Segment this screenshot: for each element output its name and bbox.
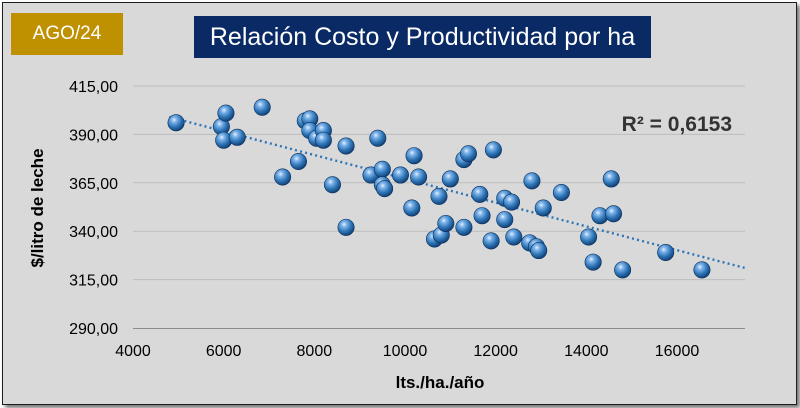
x-tick-label: 12000 <box>473 343 518 360</box>
data-point <box>496 211 514 229</box>
data-point <box>430 187 448 205</box>
x-tick-label: 8000 <box>297 343 333 360</box>
data-point <box>552 183 570 201</box>
y-tick-label: 290,00 <box>69 321 118 338</box>
x-tick-label: 6000 <box>206 343 242 360</box>
data-point <box>657 243 675 261</box>
data-point <box>523 172 541 190</box>
trendline <box>168 115 746 270</box>
data-point <box>473 207 491 225</box>
data-point <box>403 199 421 217</box>
data-point <box>289 153 307 171</box>
data-point <box>530 242 548 260</box>
y-tick-label: 340,00 <box>69 224 118 241</box>
data-point <box>693 261 711 279</box>
data-point <box>274 168 292 186</box>
data-point <box>369 129 387 147</box>
data-point <box>584 253 602 271</box>
date-badge: AGO/24 <box>11 13 123 55</box>
x-tick-label: 14000 <box>564 343 609 360</box>
x-tick-label: 10000 <box>383 343 428 360</box>
x-tick-label: 4000 <box>115 343 151 360</box>
data-point <box>323 176 341 194</box>
chart-title: Relación Costo y Productividad por ha <box>194 16 651 58</box>
data-point <box>455 218 473 236</box>
y-tick-label: 315,00 <box>69 273 118 290</box>
data-point <box>503 193 521 211</box>
data-point <box>167 114 185 132</box>
y-axis-label: $/litro de leche <box>28 148 47 267</box>
data-point <box>471 185 489 203</box>
x-axis-ticks: 4000 6000 8000 10000 12000 14000 16000 <box>115 343 699 360</box>
data-point <box>391 166 409 184</box>
y-axis-ticks: 290,00 315,00 340,00 365,00 390,00 415,00 <box>69 79 118 338</box>
data-point <box>228 128 246 146</box>
data-point <box>405 147 423 165</box>
data-points <box>167 98 711 279</box>
y-tick-label: 415,00 <box>69 79 118 96</box>
x-axis-label: lts./ha./año <box>396 373 485 392</box>
data-point <box>373 160 391 178</box>
x-tick-label: 16000 <box>655 343 700 360</box>
data-point <box>337 218 355 236</box>
y-tick-label: 365,00 <box>69 176 118 193</box>
data-point <box>217 104 235 122</box>
data-point <box>534 199 552 217</box>
data-point <box>459 145 477 163</box>
data-point <box>602 170 620 188</box>
data-point <box>376 180 394 198</box>
data-point <box>253 98 271 116</box>
data-point <box>484 141 502 159</box>
data-point <box>437 214 455 232</box>
data-point <box>505 228 523 246</box>
data-point <box>410 168 428 186</box>
data-point <box>441 170 459 188</box>
data-point <box>614 261 632 279</box>
data-point <box>314 131 332 149</box>
data-point <box>580 228 598 246</box>
data-point <box>337 137 355 155</box>
data-point <box>605 205 623 223</box>
r-squared-label: R² = 0,6153 <box>622 113 732 136</box>
y-tick-label: 390,00 <box>69 127 118 144</box>
data-point <box>482 232 500 250</box>
